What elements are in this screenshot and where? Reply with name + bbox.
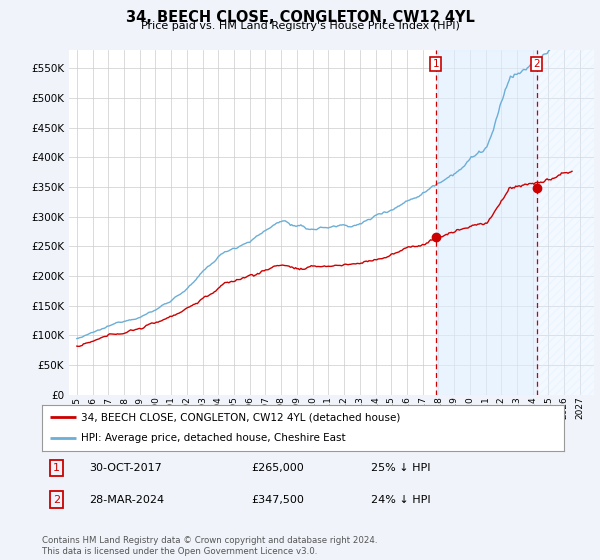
Text: 28-MAR-2024: 28-MAR-2024 bbox=[89, 494, 164, 505]
Text: 1: 1 bbox=[433, 59, 439, 69]
Text: Contains HM Land Registry data © Crown copyright and database right 2024.
This d: Contains HM Land Registry data © Crown c… bbox=[42, 536, 377, 556]
Text: 24% ↓ HPI: 24% ↓ HPI bbox=[371, 494, 430, 505]
Bar bbox=[536, 50, 596, 395]
Text: 34, BEECH CLOSE, CONGLETON, CW12 4YL (detached house): 34, BEECH CLOSE, CONGLETON, CW12 4YL (de… bbox=[81, 412, 401, 422]
Text: 2: 2 bbox=[53, 494, 60, 505]
Text: 34, BEECH CLOSE, CONGLETON, CW12 4YL: 34, BEECH CLOSE, CONGLETON, CW12 4YL bbox=[125, 10, 475, 25]
Bar bbox=[436, 50, 536, 395]
Text: £265,000: £265,000 bbox=[251, 463, 304, 473]
Text: HPI: Average price, detached house, Cheshire East: HPI: Average price, detached house, Ches… bbox=[81, 433, 346, 444]
Text: Price paid vs. HM Land Registry's House Price Index (HPI): Price paid vs. HM Land Registry's House … bbox=[140, 21, 460, 31]
Text: 30-OCT-2017: 30-OCT-2017 bbox=[89, 463, 162, 473]
Text: 2: 2 bbox=[533, 59, 540, 69]
Text: 1: 1 bbox=[53, 463, 60, 473]
Text: £347,500: £347,500 bbox=[251, 494, 304, 505]
Text: 25% ↓ HPI: 25% ↓ HPI bbox=[371, 463, 430, 473]
